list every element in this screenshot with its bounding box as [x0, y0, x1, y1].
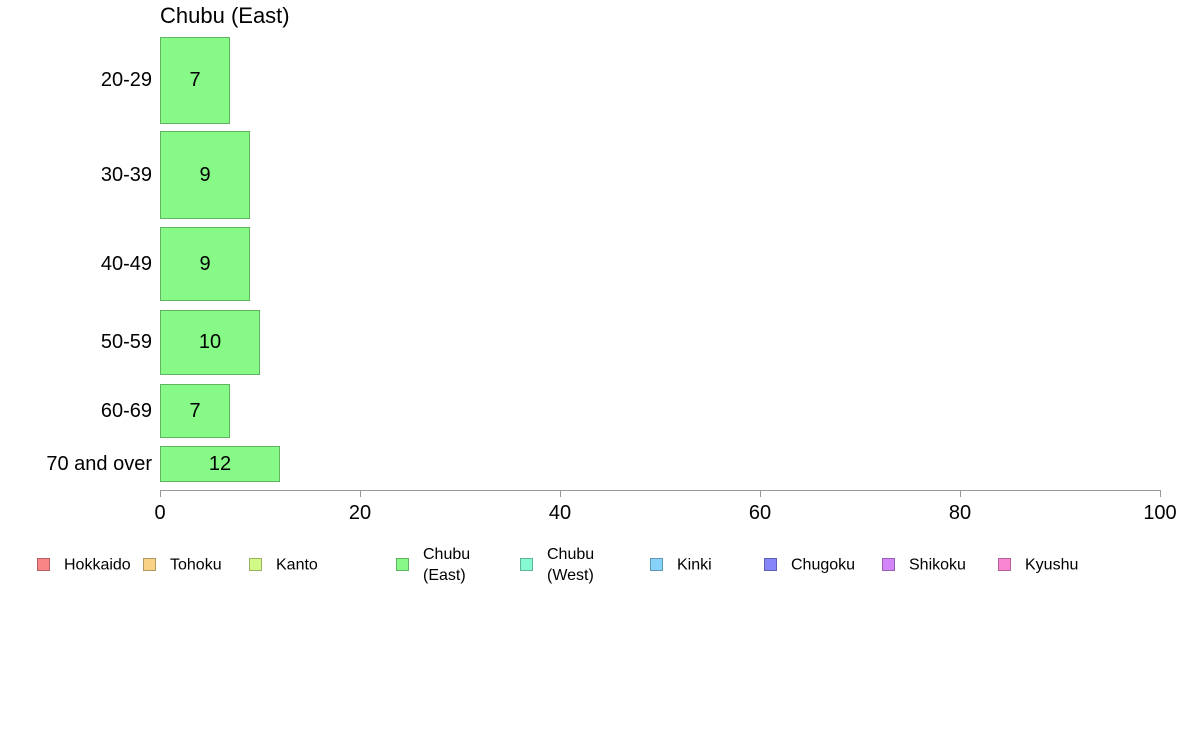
legend-label-kinki: Kinki — [677, 555, 712, 576]
category-label: 70 and over — [46, 452, 152, 475]
category-label: 60-69 — [100, 399, 152, 422]
x-tick-label: 80 — [948, 502, 972, 524]
bar: 7 — [160, 384, 230, 438]
legend-label-kyushu: Kyushu — [1025, 555, 1078, 576]
x-tick-label: 20 — [348, 502, 372, 524]
legend-label-kanto: Kanto — [276, 555, 318, 576]
bar-value-label: 7 — [189, 399, 201, 422]
legend-label-line: Chugoku — [791, 556, 856, 574]
x-tick — [760, 490, 761, 497]
category-label: 30-39 — [100, 163, 152, 186]
category-label: 40-49 — [100, 252, 152, 275]
x-tick — [960, 490, 961, 497]
bar: 7 — [160, 37, 230, 124]
legend-label-line: Chubu — [547, 546, 595, 563]
legend-swatch-hokkaido — [37, 558, 50, 571]
legend-swatch-kinki — [650, 558, 663, 571]
x-tick-label: 60 — [748, 502, 772, 524]
legend-label-line: Chubu — [423, 546, 471, 563]
bar-value-label: 7 — [189, 69, 201, 91]
x-tick — [360, 490, 361, 497]
bar: 12 — [160, 446, 280, 482]
legend-label-hokkaido: Hokkaido — [64, 555, 131, 576]
bar: 9 — [160, 131, 250, 219]
legend-label-line: (East) — [423, 567, 466, 584]
legend-swatch-chugoku — [764, 558, 777, 571]
legend-label-line: Kyushu — [1025, 556, 1079, 574]
legend-label-chubu-west: Chubu (West) — [547, 544, 594, 586]
category-label: 20-29 — [100, 69, 152, 91]
legend-label-line: Hokkaido — [64, 556, 131, 574]
legend-label-shikoku: Shikoku — [909, 555, 966, 576]
legend-swatch-chubu-east — [396, 558, 409, 571]
x-tick — [1160, 490, 1161, 497]
x-tick-label: 100 — [1143, 502, 1177, 524]
bar-value-label: 9 — [199, 163, 211, 186]
x-tick — [560, 490, 561, 497]
bar-value-label: 9 — [199, 252, 211, 275]
legend-label-line: Shikoku — [909, 556, 966, 574]
x-tick-label: 40 — [548, 502, 572, 524]
bar-value-label: 12 — [208, 452, 232, 475]
bar: 10 — [160, 310, 260, 375]
legend-label-line: (West) — [547, 567, 594, 584]
legend-swatch-kyushu — [998, 558, 1011, 571]
x-axis-line — [160, 490, 1161, 491]
x-tick-label: 0 — [154, 502, 166, 524]
legend-swatch-shikoku — [882, 558, 895, 571]
legend-swatch-tohoku — [143, 558, 156, 571]
legend-label-chugoku: Chugoku — [791, 555, 855, 576]
bar: 9 — [160, 227, 250, 301]
legend-label-line: Kanto — [276, 556, 318, 574]
bar-value-label: 10 — [198, 331, 222, 353]
category-label: 50-59 — [100, 331, 152, 353]
legend-swatch-kanto — [249, 558, 262, 571]
legend-label-tohoku: Tohoku — [170, 555, 222, 576]
legend-swatch-chubu-west — [520, 558, 533, 571]
legend-label-line: Tohoku — [170, 556, 222, 574]
legend-label-chubu-east: Chubu (East) — [423, 544, 470, 586]
chart-title: Chubu (East) — [160, 3, 290, 28]
legend-label-line: Kinki — [677, 556, 712, 574]
x-tick — [160, 490, 161, 497]
